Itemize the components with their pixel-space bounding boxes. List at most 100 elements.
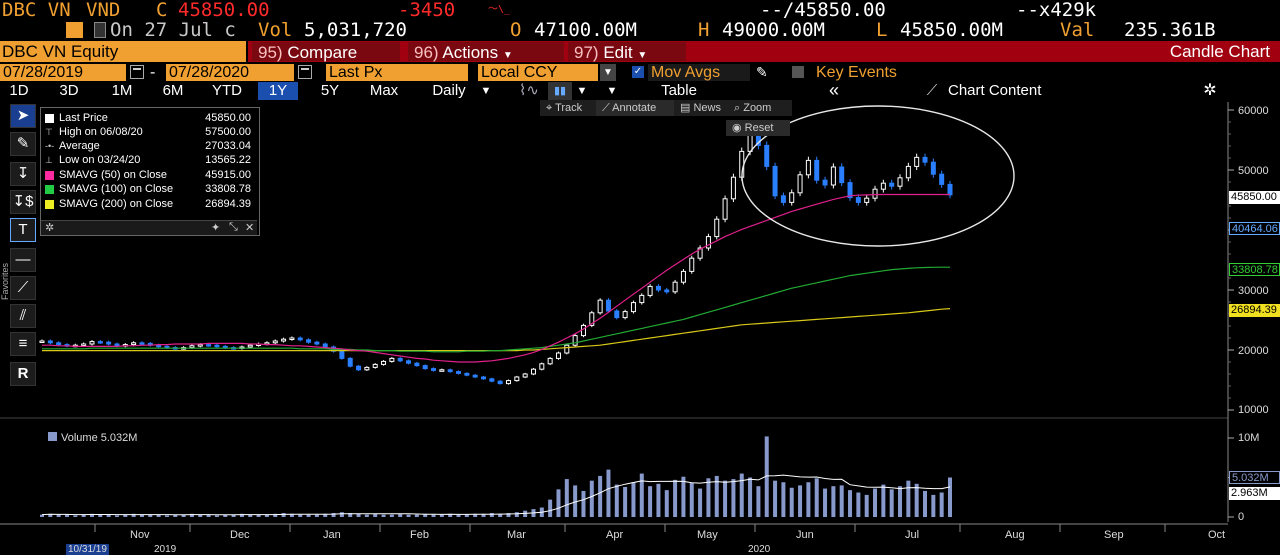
- volume-bar: [373, 513, 378, 517]
- actions-number: 96): [414, 43, 439, 62]
- tab-1m[interactable]: 1M: [111, 82, 133, 99]
- volume-bar: [748, 477, 753, 517]
- pin-icon[interactable]: ✦: [211, 222, 221, 234]
- price-legend[interactable]: Last Price 45850.00 ⊤ High on 06/08/20 5750…: [40, 107, 260, 236]
- mov-avgs-label[interactable]: Mov Avgs: [648, 64, 750, 81]
- volume-bar: [506, 513, 511, 517]
- volume-legend-label: Volume 5.032M: [61, 432, 138, 444]
- reset-label: Reset: [744, 122, 774, 134]
- alert-icon[interactable]: [66, 22, 83, 38]
- collapse-icon[interactable]: «: [828, 80, 839, 100]
- line-chart-icon[interactable]: ⌇∿: [519, 82, 539, 99]
- period-select[interactable]: Daily: [432, 82, 466, 99]
- calendar-icon[interactable]: [130, 65, 144, 79]
- zoom-button[interactable]: ⌕ Zoom: [728, 100, 792, 116]
- channel-tool-icon[interactable]: ⫽: [10, 304, 36, 328]
- currency-select[interactable]: Local CCY: [478, 64, 598, 81]
- volume-bar: [148, 514, 153, 517]
- key-events-checkbox[interactable]: [792, 66, 804, 78]
- table-button[interactable]: Table: [661, 82, 697, 99]
- edit-dropdown-icon: ▼: [637, 50, 648, 61]
- tab-1d[interactable]: 1D: [9, 82, 29, 99]
- trend-line-tool-icon[interactable]: ⟋: [10, 276, 36, 300]
- dollar-tool-icon[interactable]: ↧$: [10, 190, 36, 214]
- news-icon: ▤: [680, 102, 694, 114]
- close-icon[interactable]: ✕: [245, 222, 255, 234]
- volume-tag: 5.032M: [1229, 471, 1280, 484]
- security-field[interactable]: DBC VN Equity: [0, 41, 246, 62]
- price-field-select[interactable]: Last Px: [326, 64, 468, 81]
- fib-tool-icon[interactable]: ≡: [10, 332, 36, 356]
- volume-avg-tag: 2.963M: [1229, 487, 1280, 500]
- tab-3d[interactable]: 3D: [59, 82, 79, 99]
- volume-bar: [48, 513, 53, 517]
- highlight-ellipse[interactable]: [741, 105, 1015, 247]
- tab-ytd[interactable]: YTD: [212, 82, 242, 99]
- horizontal-line-tool-icon[interactable]: —: [10, 248, 36, 272]
- volume-bar: [631, 482, 636, 517]
- volume-bar: [323, 513, 328, 517]
- compare-button[interactable]: 95) Compare: [252, 42, 400, 62]
- edit-number: 97): [574, 43, 599, 62]
- period-dropdown-icon[interactable]: ▼: [480, 85, 492, 97]
- tab-1y[interactable]: 1Y: [258, 82, 298, 100]
- legend-label: High on 06/08/20: [59, 126, 143, 138]
- candle-body: [456, 371, 462, 374]
- settings-bar: 07/28/2019 - 07/28/2020 Last Px Local CC…: [0, 63, 1280, 82]
- draw-tool-icon[interactable]: ✎: [10, 132, 36, 156]
- end-date-field[interactable]: 07/28/2020: [166, 64, 294, 81]
- volume-bar: [456, 514, 461, 517]
- text-tool-icon[interactable]: T: [10, 218, 36, 242]
- news-button[interactable]: ▤ News: [674, 100, 734, 116]
- edit-button[interactable]: 97) Edit ▼: [568, 42, 686, 62]
- tab-max[interactable]: Max: [369, 82, 399, 99]
- annotate-button[interactable]: ⟋ Annotate: [596, 100, 678, 116]
- candle-body: [464, 372, 470, 376]
- cursor-tool-icon[interactable]: ➤: [10, 104, 36, 128]
- chart-type-dropdown-icon[interactable]: ▼: [576, 85, 588, 97]
- document-icon[interactable]: [94, 22, 106, 38]
- candle-icon[interactable]: ▮▮: [548, 82, 572, 100]
- actions-button[interactable]: 96) Actions ▼: [408, 42, 564, 62]
- legend-swatch: [45, 171, 54, 180]
- track-button[interactable]: ⌖ Track: [540, 100, 604, 116]
- chevron-down-icon[interactable]: ▼: [600, 64, 616, 81]
- volume-bar: [331, 513, 336, 517]
- month-label: Dec: [230, 529, 250, 541]
- reset-button[interactable]: ◉ Reset: [726, 120, 790, 136]
- volume-bar: [81, 514, 86, 517]
- tab-5y[interactable]: 5Y: [320, 82, 340, 99]
- gear-icon[interactable]: ✲: [1203, 82, 1217, 99]
- resize-icon[interactable]: ⤡: [229, 221, 238, 233]
- start-date-field[interactable]: 07/28/2019: [0, 64, 126, 81]
- ticker[interactable]: DBC VN: [2, 0, 71, 21]
- volume-bar: [223, 514, 228, 517]
- report-tool-icon[interactable]: R: [10, 362, 36, 386]
- compare-label: Compare: [287, 43, 358, 62]
- moving-averages: [42, 193, 951, 363]
- date-dash: -: [150, 64, 156, 81]
- calendar-icon[interactable]: [298, 65, 312, 79]
- more-dropdown-icon[interactable]: ▼: [606, 85, 618, 97]
- actions-label: Actions: [442, 43, 499, 62]
- candle-body: [89, 341, 95, 345]
- chart-content-button[interactable]: Chart Content: [948, 82, 1042, 99]
- candle-body: [81, 343, 87, 346]
- candle-body: [914, 156, 920, 167]
- price-line-tool-icon[interactable]: ↧: [10, 162, 36, 186]
- pencil-icon[interactable]: ✎: [756, 64, 768, 80]
- candle-body: [381, 360, 387, 365]
- candle-body: [730, 176, 736, 200]
- candle-body: [131, 342, 137, 346]
- candle-body: [672, 281, 678, 293]
- open-label: O: [510, 19, 522, 41]
- chart-content-icon[interactable]: ⟋: [926, 82, 938, 99]
- gear-icon[interactable]: ✲: [45, 222, 55, 234]
- tab-6m[interactable]: 6M: [162, 82, 184, 99]
- volume-bar: [923, 490, 928, 517]
- sma100-line: [42, 266, 950, 353]
- mov-avgs-checkbox[interactable]: ✓: [632, 66, 644, 78]
- key-events-label[interactable]: Key Events: [816, 64, 897, 81]
- volume-bar: [314, 514, 319, 517]
